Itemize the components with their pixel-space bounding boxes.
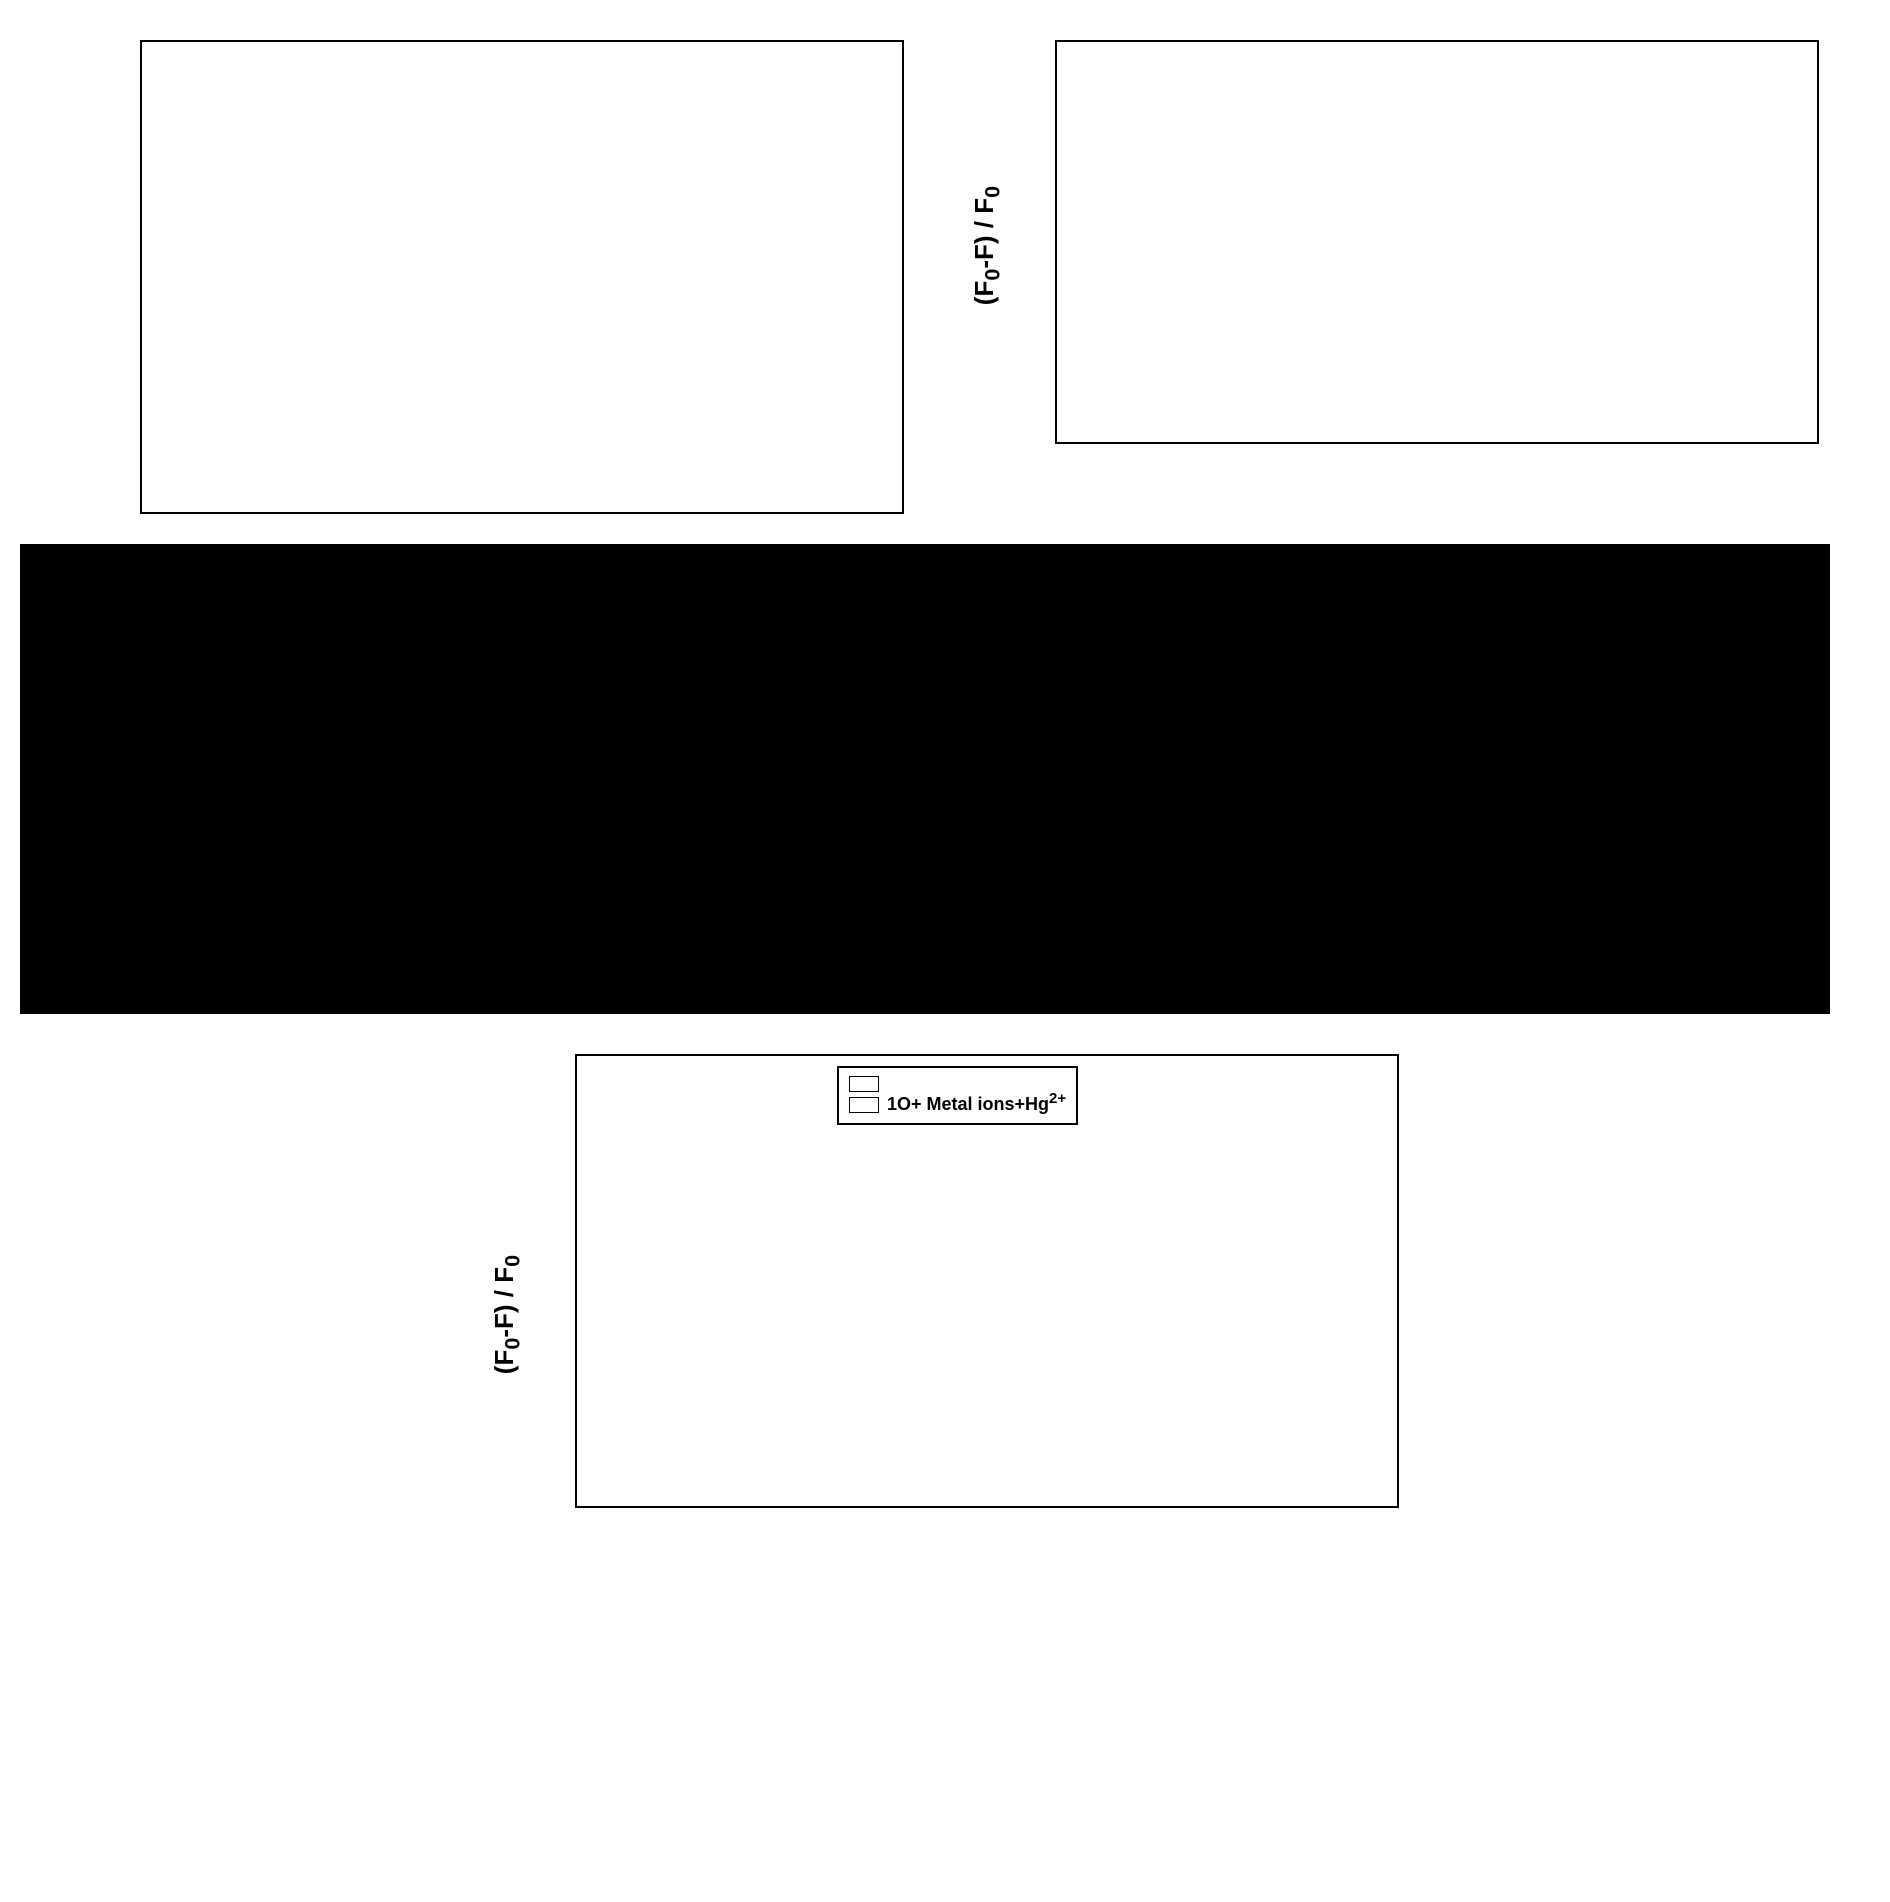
panel-a-svg [142,42,902,512]
panel-b-wrap: (F0-F) / F0 [965,20,1870,514]
panel-d-ylabel: (F0-F) / F0 [489,1255,520,1374]
panel-b-ylabel: (F0-F) / F0 [969,186,1000,305]
panel-d-legend: 1O+ Metal ions+Hg2+ [837,1066,1078,1125]
legend-swatch-black [849,1076,879,1092]
panel-a-chart [140,40,904,514]
panel-d-wrap: 1O+ Metal ions+Hg2+ (F0-F) / F0 [445,1054,1445,1508]
legend-label-red: 1O+ Metal ions+Hg2+ [887,1094,1066,1115]
legend-swatch-red [849,1097,879,1113]
panel-c-photo [20,544,1830,1014]
panel-b-chart [1055,40,1819,444]
panel-d-chart: 1O+ Metal ions+Hg2+ [575,1054,1399,1508]
figure-root: (F0-F) / F0 1O+ Metal ions+Hg2+ (F0-F) /… [20,20,1870,1508]
row-ab: (F0-F) / F0 [20,20,1870,514]
legend-row-black [849,1076,1066,1092]
panel-a-wrap [20,20,925,514]
panel-c-wrap [20,544,1870,1014]
legend-row-red: 1O+ Metal ions+Hg2+ [849,1094,1066,1115]
